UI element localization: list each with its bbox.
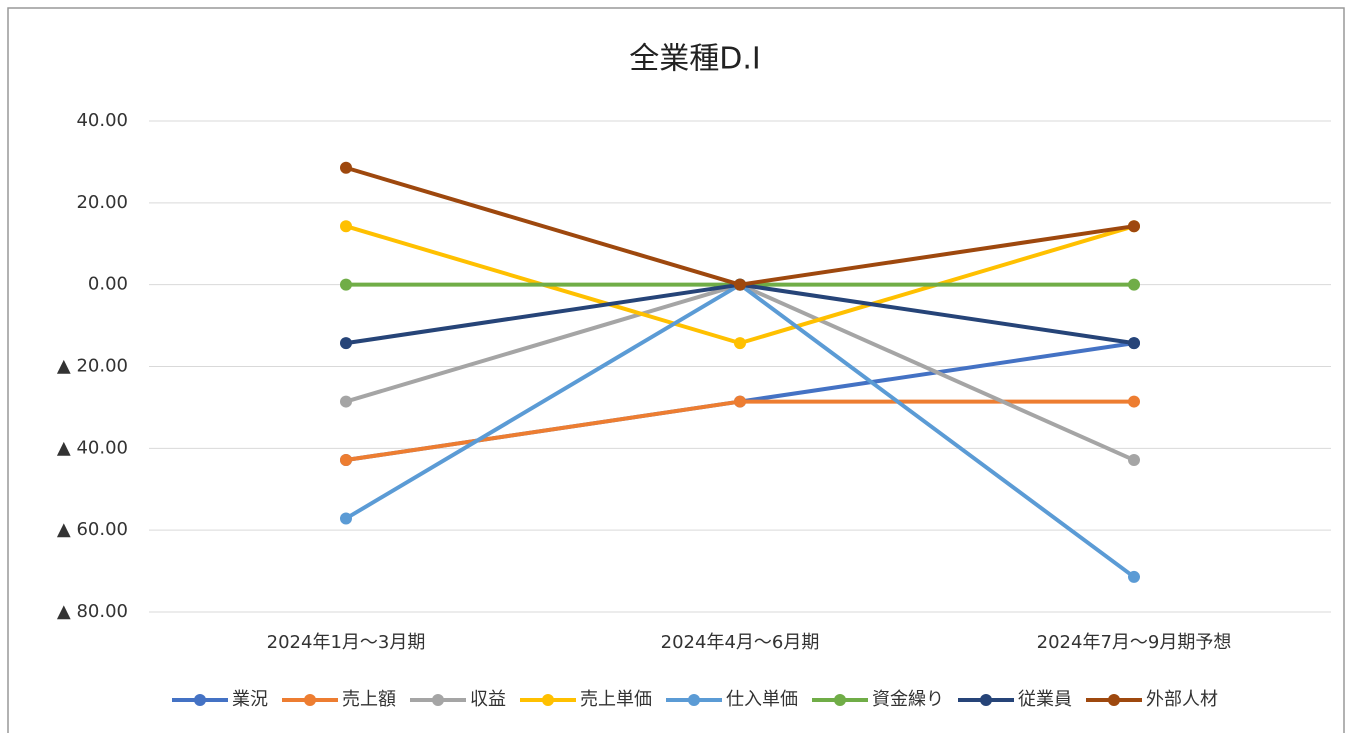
point — [340, 395, 352, 408]
y-tick-label: ▲ 20.00 — [57, 356, 128, 377]
chart-title: 全業種D.I — [629, 42, 760, 77]
legend-label: 資金繰り — [872, 689, 944, 710]
x-tick-label: 2024年4月～6月期 — [661, 632, 820, 653]
y-tick-label: 20.00 — [76, 192, 128, 213]
point — [1128, 454, 1140, 467]
legend-marker — [688, 694, 700, 706]
point — [1128, 395, 1140, 408]
point — [734, 395, 746, 408]
legend-marker — [834, 694, 846, 706]
point — [734, 278, 746, 291]
point — [1128, 337, 1140, 350]
y-tick-label: ▲ 40.00 — [57, 437, 128, 458]
legend-label: 売上額 — [342, 689, 396, 710]
x-tick-label: 2024年1月～3月期 — [267, 632, 426, 653]
point — [340, 161, 352, 174]
legend-label: 業況 — [232, 689, 268, 710]
y-tick-label: 0.00 — [88, 274, 128, 295]
point — [1128, 570, 1140, 583]
y-tick-label: 40.00 — [76, 110, 128, 131]
legend-marker — [542, 694, 554, 706]
legend-marker — [304, 694, 316, 706]
legend-marker — [980, 694, 992, 706]
legend-label: 収益 — [470, 689, 506, 710]
point — [340, 220, 352, 233]
legend-label: 従業員 — [1018, 689, 1072, 710]
legend-label: 外部人材 — [1146, 689, 1218, 710]
point — [340, 454, 352, 467]
point — [340, 337, 352, 350]
y-tick-label: ▲ 80.00 — [57, 601, 128, 622]
legend-label: 仕入単価 — [726, 689, 798, 710]
point — [340, 278, 352, 291]
y-tick-label: ▲ 60.00 — [57, 519, 128, 540]
x-tick-label: 2024年7月～9月期予想 — [1037, 632, 1232, 653]
legend-marker — [194, 694, 206, 706]
legend-marker — [432, 694, 444, 706]
point — [340, 512, 352, 525]
point — [1128, 278, 1140, 291]
point — [734, 337, 746, 350]
legend-marker — [1108, 694, 1120, 706]
chart-frame — [7, 7, 1345, 733]
legend-label: 売上単価 — [580, 689, 652, 710]
point — [1128, 220, 1140, 233]
